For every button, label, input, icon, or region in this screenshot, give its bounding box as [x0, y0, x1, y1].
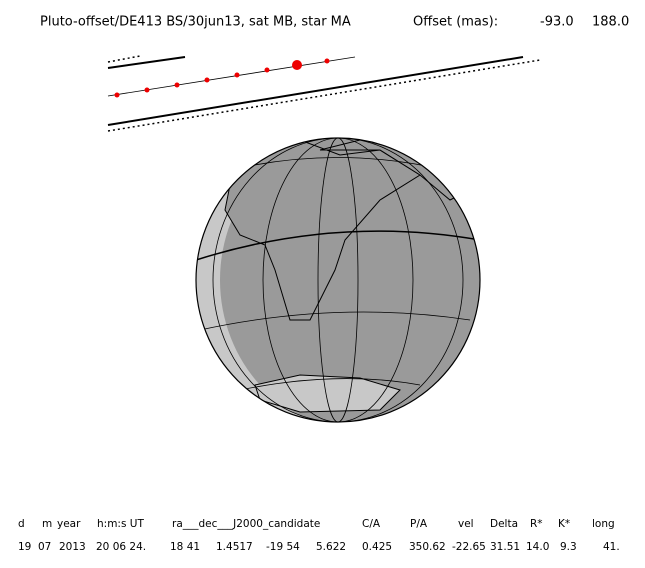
col-header: year [57, 518, 81, 530]
cell: 2013 [59, 541, 86, 553]
meridian [212, 138, 464, 422]
cell: 9.3 [560, 541, 577, 553]
meridian [317, 138, 359, 422]
cell: 5.622 [316, 541, 346, 553]
africa [224, 139, 421, 321]
col-header: ra___dec___J2000_candidate [172, 518, 320, 530]
col-header: m [42, 518, 52, 530]
title: Pluto-offset/DE413 BS/30jun13, sat MB, s… [40, 15, 351, 30]
cell: 1.4517 [216, 541, 253, 553]
offset-value: 188.0 [592, 15, 629, 30]
globe-outline [195, 137, 481, 423]
col-header: h:m:s UT [97, 518, 144, 530]
col-header: C/A [362, 518, 381, 530]
cell: -19 54 [266, 541, 300, 553]
dot [174, 82, 180, 88]
cell: 19 [18, 541, 31, 553]
cell: 41. [603, 541, 620, 553]
cell: 31.51 [490, 541, 520, 553]
cell: 20 06 24. [96, 541, 146, 553]
col-header: Delta [490, 518, 518, 530]
cell: 18 41 [170, 541, 200, 553]
col-header: vel [458, 518, 474, 530]
dot [144, 87, 150, 93]
dot [234, 72, 240, 78]
time-dots [114, 58, 330, 98]
latitude [239, 378, 421, 391]
dot [114, 92, 120, 98]
cell: -22.65 [452, 541, 486, 553]
latitude [199, 311, 471, 331]
col-header: long [592, 518, 615, 530]
cell: 0.425 [362, 541, 392, 553]
table: d m year h:m:s UT ra___dec___J2000_candi… [18, 518, 620, 553]
dot [264, 67, 270, 73]
cell: 350.62 [409, 541, 446, 553]
limit-line [107, 56, 524, 126]
col-header: d [18, 518, 25, 530]
col-header: P/A [410, 518, 428, 530]
dot [204, 77, 210, 83]
globe [195, 137, 481, 423]
limit-line [107, 56, 186, 69]
offset-label: Offset (mas): [413, 15, 498, 30]
dot [324, 58, 330, 64]
cell: 14.0 [526, 541, 549, 553]
shadow-path [107, 55, 541, 132]
latitude [229, 157, 446, 171]
equator [196, 230, 480, 261]
dot-main [292, 60, 302, 70]
offset-value: -93.0 [540, 15, 574, 30]
col-header: R* [530, 518, 543, 530]
col-header: K* [558, 518, 570, 530]
limit-dotted [107, 55, 141, 63]
antarctica [254, 374, 401, 413]
meridian [262, 138, 414, 422]
cell: 07 [38, 541, 51, 553]
